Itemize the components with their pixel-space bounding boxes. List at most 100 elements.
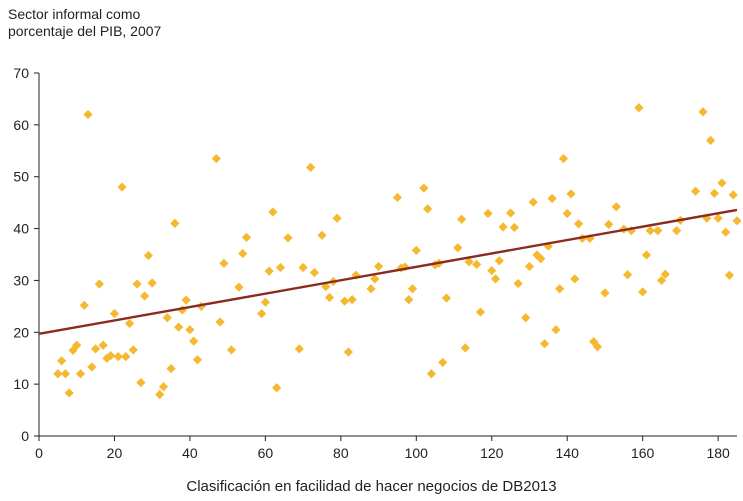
x-tick-label: 140 [556, 445, 580, 461]
data-point [185, 325, 195, 335]
data-point [721, 227, 731, 237]
y-tick-label: 20 [13, 324, 29, 340]
data-point [317, 230, 327, 240]
data-point [483, 208, 493, 219]
data-point [698, 107, 708, 117]
data-point [72, 340, 82, 350]
data-point [724, 270, 735, 280]
x-tick-label: 180 [706, 445, 730, 461]
data-point [570, 274, 580, 284]
data-point [79, 300, 89, 310]
data-point [494, 256, 504, 266]
data-point [124, 318, 135, 329]
data-point [558, 153, 569, 164]
data-point [155, 389, 165, 400]
data-point [536, 254, 546, 264]
data-point [573, 219, 584, 229]
data-point [140, 291, 150, 301]
data-point [94, 279, 104, 289]
data-point [128, 345, 138, 355]
data-point [539, 339, 550, 349]
trendline [38, 208, 738, 336]
data-point [272, 383, 282, 393]
x-tick-label: 60 [258, 445, 274, 461]
data-point [68, 345, 78, 356]
data-point [219, 258, 229, 268]
data-point [83, 109, 93, 120]
data-point [340, 296, 350, 306]
data-point [547, 193, 557, 204]
data-point [132, 279, 142, 289]
data-point [566, 189, 576, 199]
data-point [513, 278, 523, 289]
data-point [487, 265, 497, 276]
x-tick-label: 40 [182, 445, 198, 461]
data-point [143, 250, 154, 261]
x-tick-label: 20 [107, 445, 123, 461]
data-point [456, 214, 467, 224]
data-point [638, 287, 648, 297]
data-point [306, 162, 316, 172]
data-point [238, 248, 248, 259]
data-point [660, 269, 670, 279]
data-point [57, 356, 67, 366]
data-point [174, 322, 184, 332]
data-point [64, 388, 74, 398]
data-point [181, 295, 191, 305]
data-point [653, 226, 663, 236]
data-point [498, 222, 508, 232]
data-point [113, 352, 123, 362]
data-point [189, 336, 199, 346]
data-point [53, 369, 63, 379]
data-point [407, 284, 418, 294]
data-points [53, 103, 742, 400]
data-point [732, 216, 742, 226]
x-tick-label: 160 [631, 445, 655, 461]
data-point [705, 135, 716, 146]
y-tick-label: 30 [13, 272, 29, 288]
data-point [509, 222, 519, 233]
data-point [106, 351, 116, 361]
y-tick-label: 0 [21, 428, 29, 444]
data-point [136, 377, 146, 388]
data-point [404, 295, 414, 305]
data-point [87, 362, 97, 372]
data-point [109, 309, 120, 319]
data-point [234, 282, 244, 292]
data-point [215, 317, 225, 327]
data-point [177, 305, 187, 315]
data-point [324, 292, 335, 303]
data-point [260, 297, 270, 307]
y-tick-label: 70 [13, 65, 29, 81]
data-point [211, 153, 221, 164]
data-point [611, 202, 621, 212]
data-point [532, 250, 542, 260]
data-point [622, 270, 633, 280]
data-point [90, 344, 101, 354]
y-axis-title-line-1: Sector informal como [8, 6, 141, 22]
y-axis-title: Sector informal como porcentaje del PIB,… [8, 6, 161, 40]
data-point [423, 204, 433, 214]
axes: 0 10 20 30 40 50 60 70 0 20 40 60 80 100 120 140 160 180 [13, 65, 737, 461]
data-point [347, 295, 357, 305]
data-point [275, 262, 286, 273]
data-point [343, 347, 353, 357]
data-point [121, 352, 131, 362]
data-point [241, 232, 252, 242]
data-point [506, 208, 516, 218]
x-tick-label: 80 [333, 445, 349, 461]
data-point [475, 307, 486, 317]
data-point [309, 268, 320, 278]
data-point [453, 243, 463, 253]
x-tick-label: 100 [405, 445, 429, 461]
data-point [257, 309, 267, 319]
data-point [656, 275, 667, 286]
data-point [551, 325, 561, 335]
data-point [75, 369, 86, 379]
data-point [98, 340, 108, 350]
data-point [728, 190, 738, 200]
data-point [426, 369, 436, 379]
data-point [717, 178, 727, 188]
data-point [392, 192, 403, 203]
